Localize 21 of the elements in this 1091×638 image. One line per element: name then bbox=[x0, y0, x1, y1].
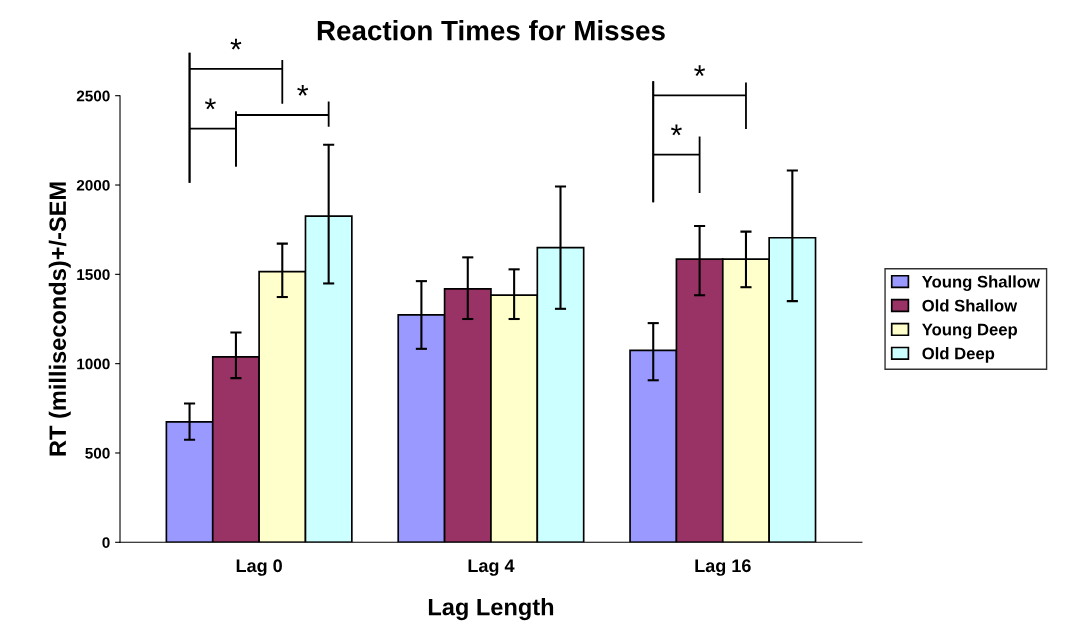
y-tick-label: 1000 bbox=[77, 358, 110, 370]
text: * bbox=[694, 65, 706, 77]
legend-label: Old Deep bbox=[922, 347, 995, 363]
annotation: * bbox=[670, 124, 682, 136]
legend-label: Old Shallow bbox=[922, 299, 1018, 312]
y-tick-label: 0 bbox=[102, 537, 110, 548]
y-tick-label: 1500 bbox=[77, 269, 110, 281]
legend-label: Young Shallow bbox=[922, 275, 1040, 291]
y-tick-label: 500 bbox=[85, 447, 110, 459]
x-tick-label: Lag 4 bbox=[468, 559, 515, 576]
x-axis-title: Lag Length bbox=[428, 598, 554, 621]
text: * bbox=[230, 38, 242, 50]
text: * bbox=[297, 84, 309, 96]
legend-label: Young Deep bbox=[922, 323, 1018, 339]
x-tick-label: Lag 0 bbox=[236, 559, 282, 576]
y-axis-title: RT (milliseconds)+/-SEM bbox=[48, 182, 71, 456]
annotation: * bbox=[204, 98, 216, 110]
y-tick-label: 2500 bbox=[76, 90, 110, 102]
y-tick-label: 2000 bbox=[76, 179, 110, 191]
x-tick-label: Lag 16 bbox=[695, 559, 751, 576]
chart-title: Reaction Times for Misses bbox=[317, 20, 665, 41]
